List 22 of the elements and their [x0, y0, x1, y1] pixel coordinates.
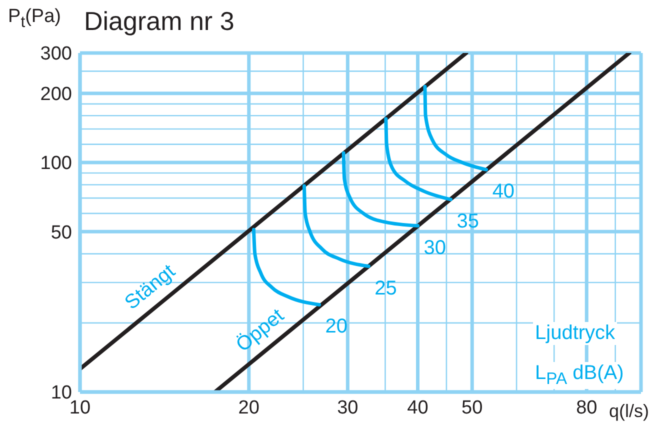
series-label: 20 — [325, 316, 348, 338]
x-tick-label: 50 — [462, 397, 483, 418]
x-axis-title: q(l/s) — [609, 401, 649, 422]
y-axis-title: P$_{t}$(Pa) — [8, 6, 61, 32]
y-tick-label: 300 — [40, 44, 72, 65]
series-label: 25 — [374, 277, 397, 300]
y-tick-label: 200 — [40, 84, 72, 106]
series-label: 40 — [492, 180, 515, 203]
x-tick-label: 40 — [407, 397, 428, 418]
x-tick-label: 80 — [576, 397, 598, 418]
annotation: Ljudtryck — [533, 322, 618, 345]
series-label: 30 — [424, 236, 446, 259]
line-series — [423, 84, 488, 172]
y-tick-label: 50 — [50, 222, 72, 244]
y-tick-label: 10 — [50, 382, 72, 404]
x-tick-label: 10 — [69, 397, 91, 418]
annotation: L$_{PA}$ dB(A) — [533, 362, 626, 389]
x-tick-label: 30 — [337, 397, 358, 418]
chart-title: Diagram nr 3 — [84, 6, 234, 37]
series-label: 35 — [456, 210, 479, 232]
x-tick-label: 20 — [238, 397, 260, 418]
y-tick-label: 100 — [40, 153, 72, 174]
